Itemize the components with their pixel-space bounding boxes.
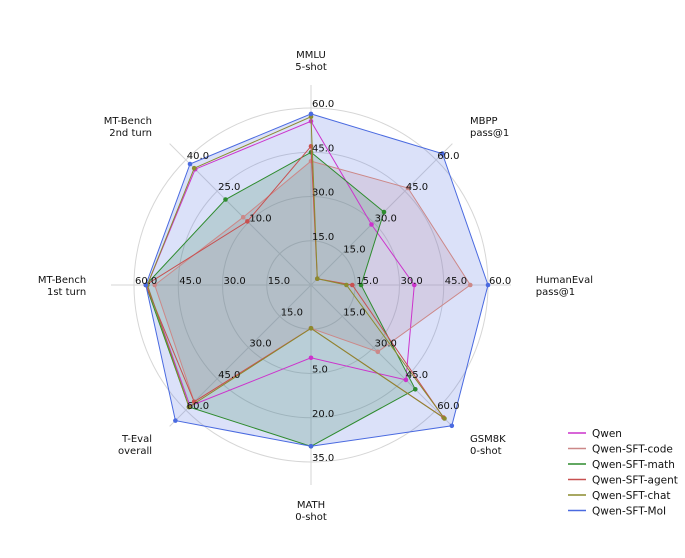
- tick-label: 5.0: [312, 365, 328, 376]
- data-point: [308, 111, 314, 117]
- tick-label: 45.0: [218, 370, 240, 381]
- tick-label: 60.0: [187, 401, 209, 412]
- tick-label: 25.0: [218, 182, 240, 193]
- tick-label: 45.0: [445, 276, 467, 287]
- tick-label: 40.0: [187, 151, 209, 162]
- data-point: [381, 209, 387, 215]
- tick-label: 20.0: [312, 409, 334, 420]
- tick-label: 30.0: [401, 276, 423, 287]
- legend-entry: Qwen-SFT-MoI: [592, 506, 666, 518]
- tick-labels: 15.0 30.0 45.0 60.0 15.0 30.0 45.0 60.0 15.0 30.0…: [135, 99, 511, 464]
- tick-label: 60.0: [489, 276, 511, 287]
- data-point: [485, 282, 491, 288]
- legend-entry: Qwen-SFT-chat: [592, 490, 671, 502]
- tick-label: 45.0: [406, 182, 428, 193]
- tick-label: 45.0: [179, 276, 201, 287]
- data-point: [468, 282, 473, 288]
- data-point: [412, 282, 417, 288]
- legend-entry: Qwen-SFT-code: [592, 444, 673, 456]
- tick-label: 15.0: [312, 232, 334, 243]
- legend-entry: Qwen-SFT-agent: [592, 475, 678, 487]
- axis-label: MT-Bench 2nd turn: [104, 116, 152, 139]
- axis-label: GSM8K 0-shot: [470, 434, 506, 457]
- data-point: [240, 214, 246, 220]
- data-point: [375, 349, 381, 355]
- data-point: [344, 282, 349, 288]
- axis-label: T-Eval overall: [118, 434, 152, 457]
- axis-label: MMLU 5-shot: [295, 50, 327, 73]
- data-point: [442, 416, 447, 421]
- tick-label: 30.0: [375, 213, 397, 224]
- tick-label: 30.0: [224, 276, 246, 287]
- tick-label: 60.0: [437, 401, 459, 412]
- series-lines: [143, 111, 491, 449]
- data-point: [440, 151, 445, 156]
- tick-label: 15.0: [268, 276, 290, 287]
- tick-label: 60.0: [135, 276, 157, 287]
- data-point: [143, 282, 149, 288]
- tick-label: 35.0: [312, 453, 334, 464]
- data-point: [308, 444, 314, 449]
- data-point: [191, 165, 197, 171]
- legend-entry: Qwen-SFT-math: [592, 459, 675, 471]
- axis-labels: MMLU 5-shot MBPP pass@1 HumanEval pass@1 GSM8K…: [38, 50, 593, 523]
- data-point: [449, 423, 455, 429]
- data-point: [173, 418, 178, 423]
- data-point: [358, 282, 364, 288]
- data-point: [245, 219, 250, 224]
- tick-label: 30.0: [249, 339, 271, 350]
- axis-label: HumanEval pass@1: [536, 275, 593, 298]
- data-point: [308, 326, 314, 331]
- tick-label: 60.0: [312, 99, 334, 110]
- data-point: [308, 355, 314, 361]
- tick-label: 15.0: [343, 245, 365, 256]
- axis-label: MATH 0-shot: [295, 500, 327, 523]
- legend-entry: Qwen: [592, 428, 622, 440]
- data-point: [413, 387, 418, 392]
- tick-label: 15.0: [356, 276, 378, 287]
- data-point: [350, 282, 355, 288]
- data-point: [186, 404, 192, 410]
- series-area-2: [145, 152, 416, 447]
- tick-label: 30.0: [312, 188, 334, 199]
- legend: Qwen Qwen-SFT-code Qwen-SFT-math Qwen-SFT-a…: [568, 428, 678, 518]
- data-point: [315, 276, 320, 282]
- axis-label: MBPP pass@1: [470, 116, 509, 139]
- tick-label: 45.0: [312, 143, 334, 154]
- data-point: [152, 282, 157, 288]
- tick-label: 60.0: [437, 151, 459, 162]
- data-point: [369, 222, 374, 227]
- data-point: [223, 197, 228, 202]
- tick-label: 10.0: [249, 213, 271, 224]
- axis-spoke: [310, 143, 453, 286]
- tick-label: 30.0: [375, 339, 397, 350]
- tick-label: 45.0: [406, 370, 428, 381]
- data-point: [187, 161, 193, 167]
- tick-label: 15.0: [281, 307, 303, 318]
- tick-label: 15.0: [343, 307, 365, 318]
- axis-spoke: [310, 284, 453, 427]
- data-point: [403, 377, 409, 383]
- data-point: [405, 185, 411, 191]
- axis-label: MT-Bench 1st turn: [38, 275, 86, 298]
